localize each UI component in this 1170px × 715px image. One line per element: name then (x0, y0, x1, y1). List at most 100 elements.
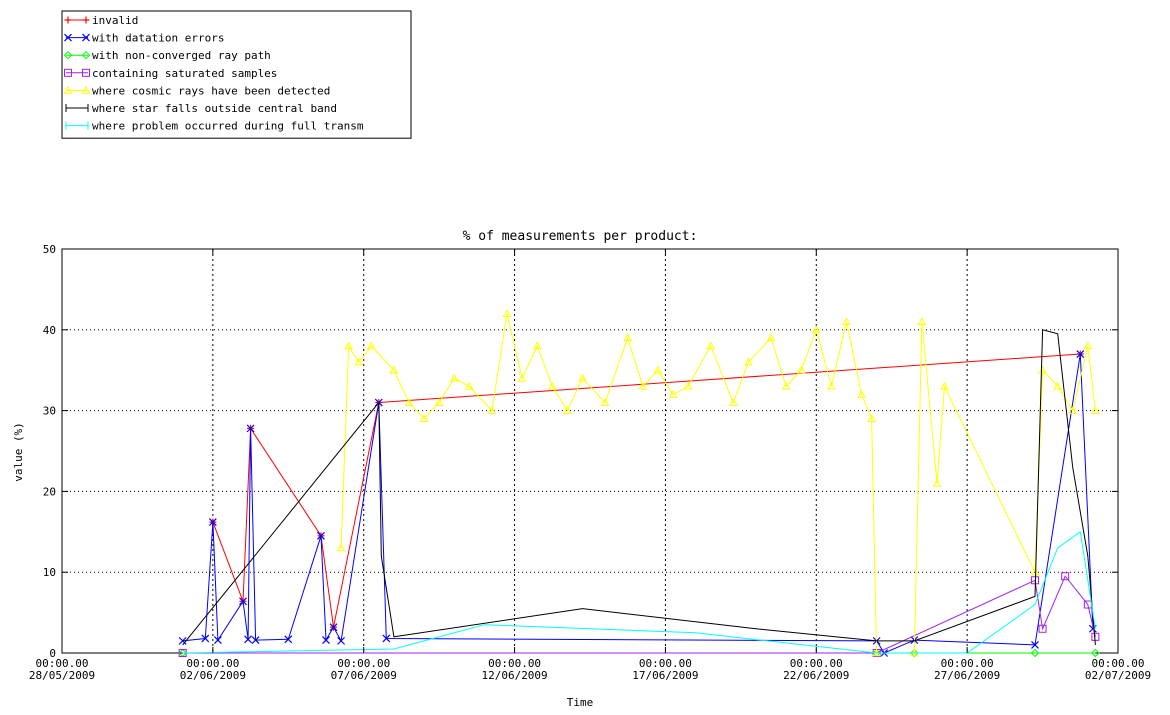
legend-label: where problem occurred during full trans… (92, 120, 364, 133)
legend-marker-b-b (82, 33, 90, 42)
legend-label: containing saturated samples (92, 67, 277, 80)
x-tick-date: 22/06/2009 (783, 669, 849, 682)
x-tick-time: 00:00.00 (186, 657, 239, 670)
series-1-point-3-b (213, 636, 222, 644)
series-4-point-22 (683, 381, 693, 390)
y-tick-label: 40 (43, 324, 56, 337)
series-1-point-6 (246, 424, 255, 433)
legend-item-3: containing saturated samples (64, 67, 277, 80)
series-4-point-6 (419, 414, 429, 422)
x-axis-label: Time (567, 696, 594, 709)
series-4-point-33 (867, 414, 876, 422)
legend-label: where star falls outside central band (92, 102, 337, 115)
series-4-point-0 (336, 543, 346, 552)
legend-box (61, 10, 412, 139)
series-1-point-19-b (1076, 350, 1085, 358)
legend-item-2: with non-converged ray path (63, 49, 271, 62)
series-4-point-4 (389, 365, 399, 374)
series-1-point-8-b (284, 635, 293, 644)
series-1-point-10 (322, 636, 330, 644)
series-2-point-2 (910, 648, 919, 658)
series-4-point-21 (668, 389, 678, 398)
series-4-point-41 (1053, 381, 1063, 390)
legend-label: with datation errors (92, 32, 224, 45)
series-4-point-20 (653, 365, 663, 374)
series-1-point-2-b (208, 518, 217, 527)
series-4-point-11 (502, 309, 512, 317)
y-axis-label: value (%) (12, 422, 25, 482)
legend-label: where cosmic rays have been detected (92, 84, 330, 97)
series-4-point-5 (404, 397, 414, 406)
series-1-point-6-b (246, 424, 255, 433)
series-4-point-39 (1030, 567, 1040, 576)
series-1-point-3 (213, 636, 222, 644)
x-tick-date: 28/05/2009 (29, 669, 95, 682)
plot-frame (61, 248, 1119, 654)
x-tick-date: 12/06/2009 (481, 669, 547, 682)
legend: invalid with datation errors with non-conv… (61, 10, 412, 139)
x-tick-time: 00:00.00 (36, 657, 89, 670)
series-4 (336, 309, 1100, 657)
series-4-point-7 (434, 397, 444, 406)
series-1-point-5 (244, 635, 252, 644)
series-1-point-14-b (382, 634, 391, 643)
series-1-point-10-b (322, 636, 330, 644)
series-4-point-25 (744, 357, 753, 366)
legend-item-5: where star falls outside central band (65, 102, 337, 115)
y-axis-ticks: 0 10 20 30 40 50 (43, 243, 1118, 660)
legend-marker-b (82, 33, 90, 42)
series-4-point-18 (623, 333, 633, 342)
x-tick-time: 00:00.00 (941, 657, 994, 670)
series-4-point-14 (547, 381, 557, 390)
series-3-point-4 (1061, 572, 1070, 581)
legend-marker-a (64, 33, 72, 42)
series-1-point-7-b (251, 636, 260, 644)
series-4-point-9 (464, 381, 474, 390)
series-3-point-3 (1038, 624, 1047, 633)
series-1-point-0-b (178, 636, 187, 645)
legend-marker-b (81, 50, 91, 60)
legend-marker-a-b (64, 33, 72, 42)
series-4-point-40 (1038, 365, 1047, 374)
series-1-point-11 (329, 623, 338, 632)
series-1-point-12-b (337, 636, 346, 645)
series-5 (182, 329, 1096, 646)
series-4-point-32 (857, 389, 866, 398)
series-4-point-19 (638, 381, 648, 390)
series-1-point-9-b (317, 531, 325, 540)
x-tick-time: 00:00.00 (337, 657, 390, 670)
legend-marker-b (81, 85, 91, 94)
y-tick-label: 10 (43, 566, 56, 579)
series-4-point-10 (487, 406, 497, 414)
series-4-point-44 (1091, 406, 1100, 414)
series-4-point-13 (532, 341, 542, 350)
series-1-point-11-b (329, 623, 338, 632)
series-1-point-7 (251, 636, 260, 644)
x-axis-ticks: 00:00.0028/05/200900:00.0002/06/200900:0… (29, 249, 1151, 682)
series-4-point-1 (344, 341, 353, 350)
x-tick-time: 00:00.00 (790, 657, 843, 670)
y-tick-label: 20 (43, 485, 56, 498)
x-tick-time: 00:00.00 (639, 657, 692, 670)
series-4-point-23 (706, 341, 716, 350)
legend-marker-a (63, 85, 73, 94)
series-1-point-9 (317, 531, 325, 540)
plot-area (61, 248, 1119, 658)
y-tick-label: 50 (43, 243, 56, 256)
x-tick-date: 07/06/2009 (331, 669, 397, 682)
legend-item-4: where cosmic rays have been detected (63, 84, 330, 97)
series-2-point-3 (1030, 648, 1040, 658)
series-4-point-27 (781, 381, 791, 390)
series-4-point-24 (728, 397, 738, 406)
series-4-point-17 (600, 397, 610, 406)
series-1-point-18-b (1031, 640, 1039, 649)
legend-marker-a (64, 68, 72, 77)
series-4-point-8 (449, 373, 459, 382)
legend-item-1: with datation errors (64, 32, 224, 45)
legend-marker-a (63, 50, 73, 60)
series-1-point-1 (201, 634, 210, 643)
series-1-point-14 (382, 634, 391, 643)
series-6-line (182, 530, 1096, 654)
